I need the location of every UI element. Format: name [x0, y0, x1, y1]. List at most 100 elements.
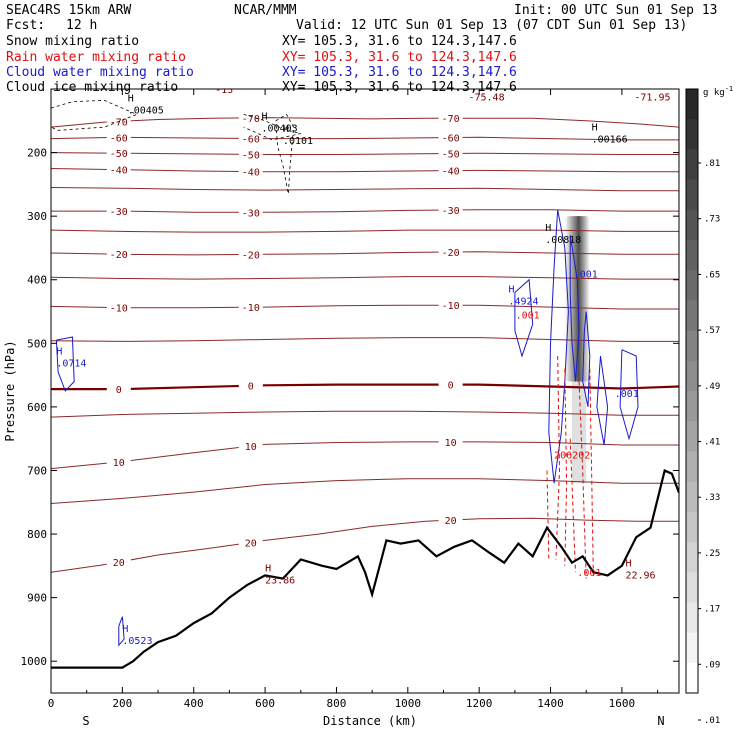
- temperature-contour-label: -70: [242, 114, 260, 125]
- temperature-contour-label: 20: [245, 538, 257, 549]
- colorbar-swatch: [686, 481, 698, 513]
- temperature-contour-label: -20: [110, 250, 128, 261]
- contour-label-bg: [106, 455, 131, 467]
- y-tick-label: 800: [27, 528, 47, 541]
- contour-label-bg: [238, 536, 263, 548]
- contour-label-bg: [438, 131, 463, 143]
- colorbar-swatch: [686, 542, 698, 573]
- x-tick-label: 1400: [537, 697, 564, 710]
- colorbar-swatch: [686, 391, 698, 422]
- temperature-contour: [51, 337, 679, 342]
- contour-label-bg: [106, 163, 131, 175]
- colorbar-swatch: [686, 632, 698, 664]
- plot-frame: [50, 88, 680, 694]
- temperature-contour-label: -20: [442, 248, 460, 259]
- rain-water-contour: [589, 368, 594, 579]
- temperature-contour-label: 0: [116, 385, 122, 396]
- colorbar-swatch: [686, 240, 698, 271]
- x-tick-label: 1200: [466, 697, 493, 710]
- rain-water-contour: [546, 470, 550, 560]
- cloud-water-contour: [55, 336, 75, 392]
- contour-label-bg: [438, 112, 463, 124]
- contour-label-bg: [438, 299, 463, 311]
- high-value-label: .00818: [545, 235, 581, 246]
- contour-value-label: .001: [615, 389, 639, 400]
- contour-value-label: .001: [577, 568, 601, 579]
- temperature-contour-label: -10: [242, 303, 260, 314]
- x-tick-label: 200: [112, 697, 132, 710]
- high-value-label: .0101: [283, 136, 313, 147]
- high-value-label: .4924: [508, 297, 538, 308]
- contour-label-bg: [106, 115, 131, 127]
- contour-label-bg: [106, 248, 131, 260]
- ice-mixing-contour: [275, 113, 295, 194]
- temperature-contour: [51, 117, 679, 128]
- colorbar-level-label: .41: [704, 438, 720, 448]
- contour-label-bg: [238, 248, 263, 260]
- y-axis-title: Pressure (hPa): [3, 340, 17, 441]
- forecast-hours: 12 h: [66, 18, 98, 33]
- temperature-contour-label: -40: [242, 168, 260, 179]
- rain-water-contour: [569, 438, 576, 573]
- contour-label-bg: [438, 246, 463, 258]
- high-marker: H: [283, 124, 289, 135]
- y-tick-label: 500: [27, 337, 47, 350]
- temperature-contour-label: -50: [110, 149, 128, 160]
- contour-label-bg: [438, 514, 463, 526]
- high-value-label: .00403: [262, 124, 298, 135]
- contour-label-bg: [238, 111, 263, 123]
- colorbar-swatch: [686, 149, 698, 181]
- contour-label-bg: [438, 147, 463, 159]
- valid-time: Valid: 12 UTC Sun 01 Sep 13 (07 CDT Sun …: [296, 18, 688, 33]
- temperature-contour-label: 10: [113, 458, 125, 469]
- contour-label-bg: [438, 378, 463, 390]
- cloud-water-contour: [118, 616, 125, 647]
- model-title: SEAC4RS 15km ARW: [6, 3, 132, 18]
- contour-label-bg: [438, 435, 463, 447]
- high-marker: H: [592, 122, 598, 133]
- temperature-contour: [51, 168, 679, 173]
- cloud-water-contour: [514, 278, 534, 358]
- contour-label-bg: [106, 556, 131, 568]
- y-tick-label: 300: [27, 210, 47, 223]
- high-marker: H: [545, 223, 551, 234]
- colorbar-swatch: [686, 421, 698, 452]
- rain-water-contour: [555, 355, 561, 560]
- contour-label-bg: [238, 148, 263, 160]
- contour-value-label: .001: [516, 311, 540, 322]
- temperature-contour-label: -50: [442, 149, 460, 160]
- temperature-contour: [51, 251, 679, 256]
- contour-label-bg: [106, 383, 131, 395]
- temperature-contour: [51, 229, 679, 233]
- cloud-water-contour: [619, 349, 639, 441]
- rain-water-contour: [578, 381, 587, 579]
- temperature-contour: [51, 304, 679, 310]
- temperature-contour: [51, 478, 679, 504]
- high-value-label: .0714: [56, 358, 86, 369]
- contour-label-bg: [238, 379, 263, 391]
- field-cloud-ice-xy: XY= 105.3, 31.6 to 124.3,147.6: [282, 80, 517, 95]
- field-rain-name: Rain water mixing ratio: [6, 50, 187, 65]
- temperature-contour-label: -60: [110, 133, 128, 144]
- org-label: NCAR/MMM: [234, 3, 297, 18]
- contour-label-bg: [238, 132, 263, 144]
- temperature-contour-label: -70: [110, 117, 128, 128]
- x-axis-left-end: S: [82, 714, 89, 728]
- temperature-contour-label: -70: [442, 114, 460, 125]
- temperature-contour-label: 0: [248, 382, 254, 393]
- high-value-label: 23.86: [265, 576, 295, 587]
- high-marker: H: [625, 559, 631, 570]
- ice-mixing-contour: [51, 99, 138, 131]
- temperature-contour-label: 0: [448, 381, 454, 392]
- y-tick-label: 1000: [21, 655, 48, 668]
- colorbar-swatch: [686, 209, 698, 241]
- x-tick-label: 800: [327, 697, 347, 710]
- temperature-contour: [51, 187, 679, 192]
- colorbar: .81 .73 .65 .57 .49 .41 .33 .25 .17 .09 .01: [685, 88, 720, 726]
- contour-value-label: 206202: [554, 451, 590, 462]
- colorbar-level-label: .17: [704, 605, 720, 615]
- colorbar-level-label: .33: [704, 493, 720, 503]
- high-value-label: 22.96: [625, 571, 655, 582]
- y-tick-label: 600: [27, 401, 47, 414]
